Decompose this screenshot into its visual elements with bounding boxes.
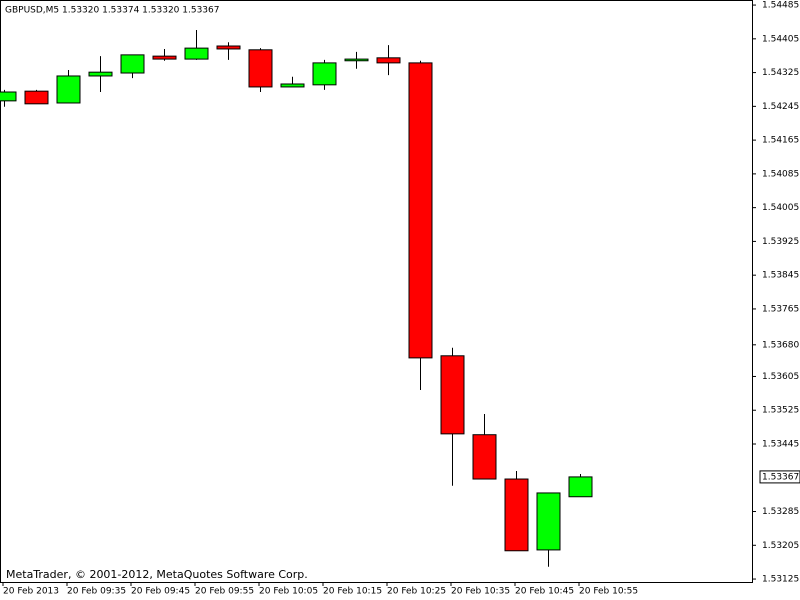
candle-body — [0, 91, 17, 102]
y-tick-label: 1.54005 — [762, 203, 799, 213]
candle-body — [472, 434, 497, 480]
candle-body — [568, 476, 593, 498]
candle-body — [280, 83, 305, 88]
x-tick-label: 20 Feb 10:15 — [323, 587, 382, 597]
candle-body — [536, 492, 561, 551]
candle-body — [184, 47, 209, 60]
x-tick-label: 20 Feb 2013 — [3, 587, 59, 597]
y-tick-label: 1.53925 — [762, 237, 799, 247]
x-tick-label: 20 Feb 10:55 — [579, 587, 638, 597]
candle-body — [344, 58, 369, 62]
y-tick-label: 1.53205 — [762, 541, 799, 551]
candle-body — [56, 75, 81, 104]
x-tick-label: 20 Feb 09:55 — [195, 587, 254, 597]
y-tick-label: 1.53765 — [762, 304, 799, 314]
last-price-label: 1.53367 — [762, 472, 799, 482]
last-price-box — [759, 470, 800, 484]
candle-body — [120, 54, 145, 74]
y-tick-label: 1.53605 — [762, 372, 799, 382]
y-tick-label: 1.53125 — [762, 575, 799, 585]
candle-body — [408, 62, 433, 359]
candle-body — [376, 57, 401, 64]
y-tick-label: 1.53285 — [762, 507, 799, 517]
y-tick-label: 1.53845 — [762, 271, 799, 281]
copyright: MetaTrader, © 2001-2012, MetaQuotes Soft… — [6, 568, 308, 581]
candle-body — [440, 355, 465, 435]
candle-body — [312, 62, 337, 86]
y-tick-label: 1.54405 — [762, 34, 799, 44]
y-tick-label: 1.53445 — [762, 439, 799, 449]
y-tick-label: 1.53525 — [762, 406, 799, 416]
plot-frame — [0, 0, 753, 583]
candle-body — [248, 49, 273, 88]
x-tick-label: 20 Feb 10:25 — [387, 587, 446, 597]
x-tick-label: 20 Feb 10:35 — [451, 587, 510, 597]
y-tick-label: 1.54485 — [762, 1, 799, 11]
candle-body — [152, 55, 177, 60]
y-tick-label: 1.54325 — [762, 68, 799, 78]
y-tick-label: 1.54085 — [762, 169, 799, 179]
candle-body — [504, 478, 529, 552]
x-tick-label: 20 Feb 09:45 — [131, 587, 190, 597]
candle-body — [24, 90, 49, 105]
chart-title: GBPUSD,M5 1.53320 1.53374 1.53320 1.5336… — [5, 6, 219, 16]
y-tick-label: 1.54245 — [762, 102, 799, 112]
x-tick-label: 20 Feb 10:05 — [259, 587, 318, 597]
y-tick-label: 1.54165 — [762, 136, 799, 146]
x-tick-label: 20 Feb 10:45 — [515, 587, 574, 597]
y-tick-label: 1.53680 — [762, 340, 799, 350]
x-tick-label: 20 Feb 09:35 — [67, 587, 126, 597]
candle-body — [216, 45, 241, 50]
candle-body — [88, 71, 113, 77]
